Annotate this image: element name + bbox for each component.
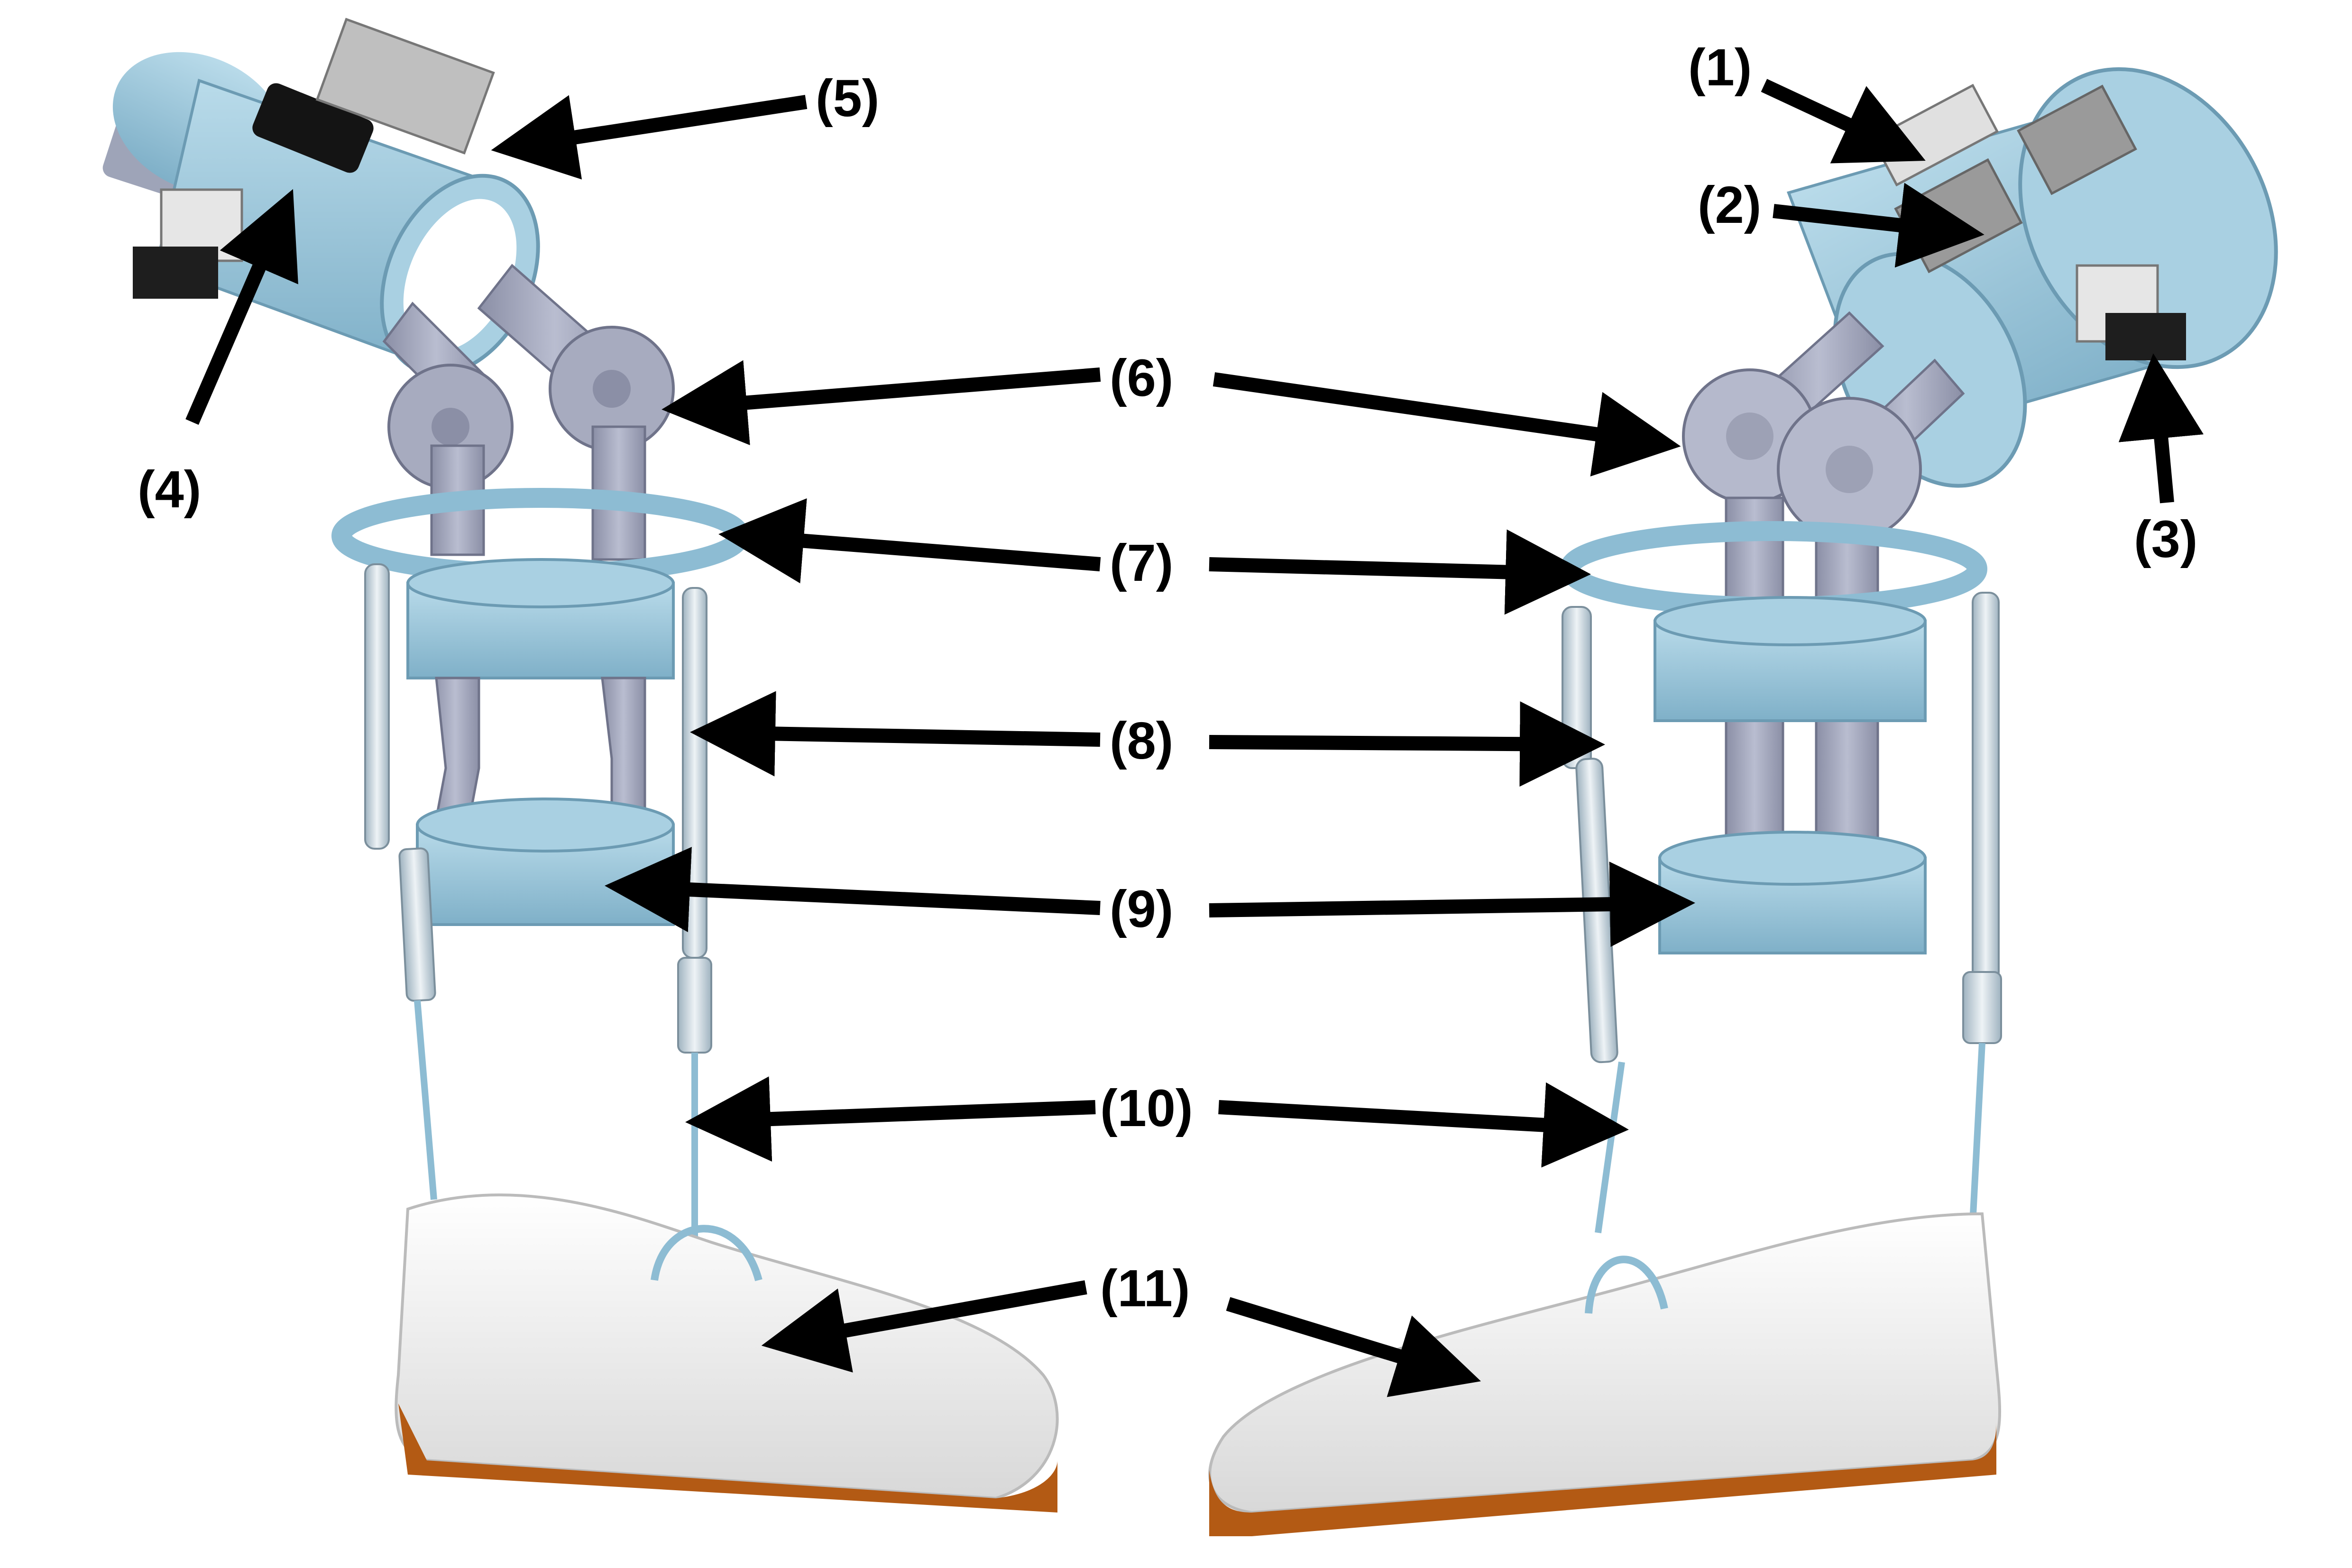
arrow-10-left [685, 1076, 1096, 1162]
microcontroller-board-icon [315, 18, 495, 155]
right-exoskeleton [1208, 67, 2278, 1536]
arrow-2 [1773, 183, 1984, 268]
arrow-7-right [1209, 529, 1591, 615]
arrow-11-right [1226, 1297, 1481, 1397]
right-shoe [1208, 1212, 2002, 1536]
label-11: (11) [1100, 1259, 1190, 1318]
right-cables [1595, 1043, 1985, 1233]
arrow-8-left [690, 691, 1101, 777]
callout-arrows [185, 79, 2204, 1397]
label-6: (6) [1110, 349, 1173, 407]
label-1: (1) [1688, 38, 1752, 97]
arrow-10-right [1218, 1082, 1629, 1168]
left-thigh-cuff [406, 558, 675, 679]
label-2: (2) [1698, 176, 1761, 234]
arrow-11-left [761, 1280, 1087, 1373]
left-exoskeleton [102, 18, 1059, 1513]
arrow-1 [1761, 79, 1926, 164]
label-7: (7) [1110, 534, 1173, 592]
arrow-7-left [718, 498, 1101, 584]
label-9: (9) [1110, 880, 1173, 938]
right-shank-cuff [1658, 831, 1927, 954]
arrow-9-right [1209, 862, 1695, 947]
arrow-9-left [605, 847, 1101, 932]
left-hip-module [102, 18, 540, 376]
left-shank-cuff [416, 798, 675, 926]
label-4: (4) [138, 460, 201, 519]
right-thigh-cuff [1654, 596, 1927, 722]
arrow-3 [2118, 353, 2204, 504]
label-5: (5) [816, 69, 879, 128]
callout-labels: (1) (2) (3) (4) (5) (6) (7) (8) (9) (10)… [138, 38, 2197, 1318]
label-8: (8) [1110, 712, 1173, 770]
label-10: (10) [1100, 1079, 1193, 1137]
arrow-6-left [662, 360, 1101, 446]
arrow-5 [491, 95, 808, 180]
battery-icon [252, 83, 374, 173]
arrow-4 [185, 189, 298, 425]
arrow-8-right [1209, 701, 1605, 787]
left-shoe [395, 1193, 1059, 1513]
arrow-6-right [1213, 372, 1681, 477]
label-3: (3) [2134, 510, 2197, 569]
